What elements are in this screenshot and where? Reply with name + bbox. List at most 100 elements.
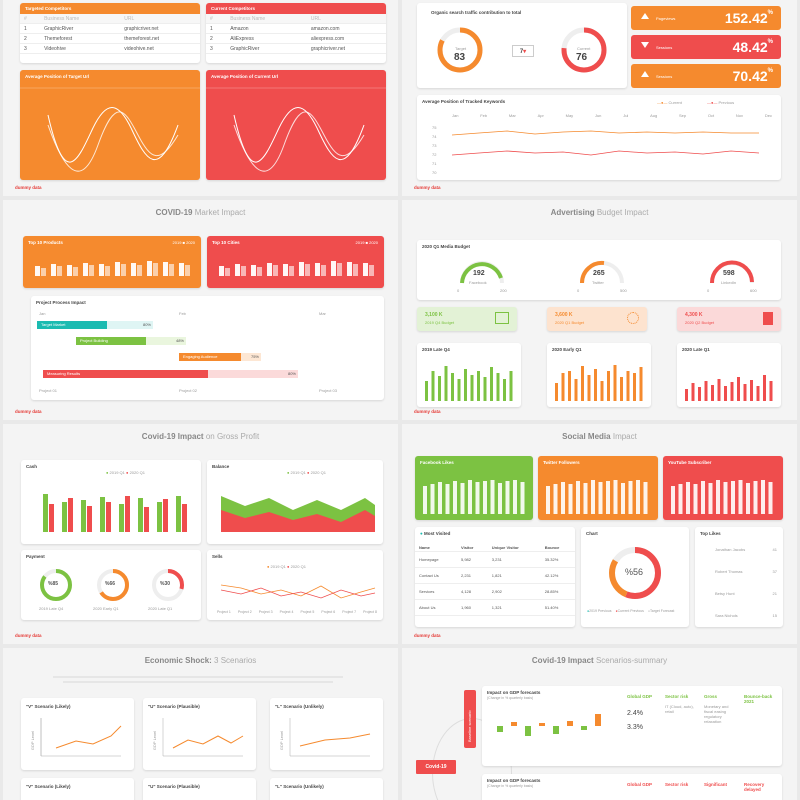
bar	[68, 498, 73, 532]
table-row: Services 4,128 2,902 28.85%	[415, 583, 575, 600]
kpi-sessions-1: Sessions 48.42%	[631, 35, 781, 59]
bar	[431, 371, 435, 401]
bar	[289, 266, 294, 276]
bar	[363, 263, 368, 276]
scenario-v-2: "V" Scenario (Likely)	[21, 778, 134, 800]
bar	[633, 373, 636, 401]
slide-economic-shock: Economic Shock: 3 Scenarios "V" Scenario…	[3, 648, 398, 800]
bar	[763, 375, 766, 401]
l-curve	[289, 718, 371, 757]
slide-scenarios-summary: Covid-19 Impact Scenarios-summary Covid-…	[402, 648, 797, 800]
bar	[509, 371, 513, 401]
bar	[241, 266, 246, 276]
current-donut	[561, 27, 607, 73]
bar	[746, 483, 750, 514]
bar	[595, 714, 601, 726]
bar	[51, 264, 56, 276]
bar	[698, 387, 701, 401]
current-competitors-title: Current Competitors	[206, 3, 386, 14]
bar	[643, 482, 648, 514]
social-bars	[546, 480, 648, 514]
bar	[468, 480, 472, 514]
balance-area	[221, 496, 375, 532]
bar	[761, 480, 765, 514]
payment-card: Payment %85 2019 Late Q4 %66 2020 Early …	[21, 550, 201, 620]
presentation-icon	[495, 312, 509, 324]
target-value: 83	[454, 52, 466, 63]
bar	[185, 265, 190, 276]
bar	[685, 389, 688, 401]
bar	[147, 261, 152, 276]
bar	[723, 482, 728, 514]
bar	[235, 264, 240, 276]
cities-bars	[219, 261, 374, 276]
target-label: Target	[455, 46, 467, 51]
most-visited-card: ● Most Visited Name Visitor Unique Visitor…	[415, 527, 575, 627]
top-likes-card: Top Likes Jonathan Jacobs 41 Robert Thoma…	[695, 527, 783, 627]
bar	[691, 383, 695, 401]
adv-bars	[685, 375, 773, 401]
kpi-pageviews: Pageviews 152.42%	[631, 6, 781, 30]
scenario-u: "U" Scenario (Plausible) GDP Level	[143, 698, 256, 770]
bar	[305, 264, 310, 276]
bar	[553, 726, 559, 734]
bar	[581, 726, 587, 730]
bar	[169, 264, 174, 276]
bar	[581, 366, 584, 401]
bar	[539, 723, 545, 726]
bar	[520, 482, 525, 514]
media-budget-card: 2020 Q1 Media Budget 192 Facebook 0 200 …	[417, 240, 781, 300]
table-row: 2 Themeforest themeforest.net	[20, 33, 200, 44]
dummy-label: dummy data	[15, 185, 42, 190]
slide-market-impact: COVID-19 Market Impact Top 10 Products 2…	[3, 200, 398, 420]
bar	[503, 379, 506, 401]
bar	[561, 482, 565, 514]
bar	[73, 267, 78, 276]
bar	[553, 484, 558, 514]
process-card: Project Process Impact Jan Feb Mar Targe…	[31, 296, 384, 400]
bar	[62, 502, 67, 532]
bar	[331, 261, 336, 276]
gdp-card-1: Impact on GDP forecasts (Change in % qua…	[482, 686, 782, 766]
current-competitors-table: # Business Name URL 1 Amazon amazon.com 2 Ali…	[206, 14, 386, 54]
bar	[671, 486, 675, 514]
bar	[574, 379, 578, 401]
bar	[716, 480, 720, 514]
bar	[731, 481, 735, 514]
bar	[57, 266, 62, 276]
bar	[121, 264, 126, 276]
legend-current: —●— Current	[657, 100, 682, 105]
social-donut	[609, 547, 661, 599]
bar	[153, 263, 158, 276]
bar	[598, 482, 603, 514]
bar	[81, 500, 86, 532]
bar	[591, 480, 595, 514]
bar	[176, 496, 181, 532]
bar	[182, 504, 187, 532]
products-bars	[35, 261, 190, 276]
bar	[613, 365, 617, 401]
document-icon	[763, 312, 773, 325]
bar	[273, 265, 278, 276]
bar	[606, 481, 610, 514]
covid-center-label: Covid-19	[416, 760, 456, 774]
bar	[125, 496, 130, 532]
bar	[321, 265, 326, 276]
bar	[730, 382, 734, 401]
bar	[299, 262, 304, 276]
bar	[444, 366, 448, 401]
bar	[724, 386, 727, 401]
bar	[315, 263, 320, 276]
bar	[41, 268, 46, 276]
legend-previous: —●— Previous	[707, 100, 735, 105]
bar	[460, 483, 465, 514]
bar	[513, 480, 517, 514]
gdp-bars	[497, 714, 601, 736]
slide-title: COVID-19 Market Impact	[155, 208, 246, 217]
bar	[626, 371, 630, 401]
table-row: Homepage 5,982 3,231 35.32%	[415, 551, 575, 568]
bar	[708, 483, 713, 514]
bar	[613, 480, 618, 514]
top-cities-card: Top 10 Cities 2019 ■ 2020	[207, 236, 384, 288]
